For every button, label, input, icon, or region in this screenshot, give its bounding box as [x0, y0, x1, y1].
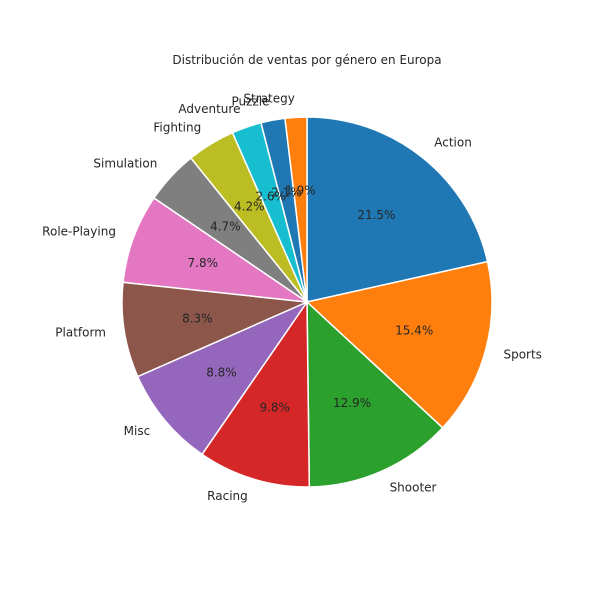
slice-label-misc: Misc [124, 424, 151, 438]
slice-label-action: Action [434, 136, 472, 150]
slice-label-sports: Sports [503, 348, 541, 362]
pct-label-puzzle: 2.1% [271, 185, 302, 199]
pct-label-sports: 15.4% [395, 323, 433, 337]
pie-slice-shooter [306, 300, 444, 488]
slice-label-racing: Racing [207, 489, 248, 503]
pie-slice-sports [305, 260, 493, 429]
pie-slice-strategy [284, 116, 308, 303]
pct-label-racing: 9.8% [259, 401, 290, 415]
pct-label-role-playing: 7.8% [188, 256, 219, 270]
pie-slice-action [306, 116, 489, 303]
pct-label-platform: 8.3% [182, 312, 213, 326]
pie-slice-misc [136, 300, 310, 456]
pct-label-adventure: 2.6% [255, 190, 286, 204]
slice-label-fighting: Fighting [153, 121, 201, 135]
pct-label-misc: 8.8% [206, 365, 237, 379]
pie-slices [121, 116, 493, 488]
slice-label-strategy: Strategy [243, 91, 294, 105]
pie-slice-racing [201, 299, 311, 488]
slice-label-adventure: Adventure [178, 102, 240, 116]
slice-label-role-playing: Role-Playing [42, 224, 116, 238]
chart-title: Distribución de ventas por género en Eur… [172, 53, 441, 67]
pct-label-shooter: 12.9% [333, 396, 371, 410]
slice-label-shooter: Shooter [390, 480, 437, 494]
pct-label-simulation: 4.7% [210, 219, 241, 233]
pct-label-strategy: 1.9% [285, 184, 316, 198]
pie-slice-platform [121, 281, 310, 378]
slice-label-platform: Platform [55, 326, 106, 340]
slice-label-simulation: Simulation [93, 157, 157, 171]
pie-labels: Action 21.5% Sports 15.4% Shooter 12.9% Racing… [42, 91, 542, 503]
pct-label-action: 21.5% [357, 208, 395, 222]
pct-label-fighting: 4.2% [234, 200, 265, 214]
slice-label-puzzle: Puzzle [232, 94, 270, 108]
